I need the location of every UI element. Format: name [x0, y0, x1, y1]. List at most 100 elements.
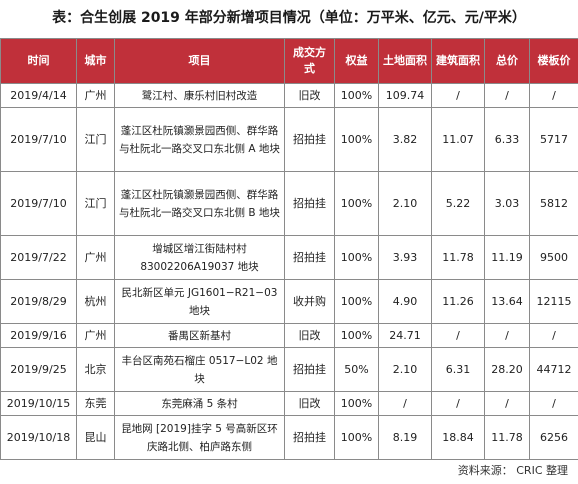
cell-equity: 100%	[334, 415, 379, 460]
cell-method: 旧改	[284, 83, 335, 108]
cell-land-area: /	[378, 391, 432, 416]
cell-floor-price: 5717	[529, 107, 578, 172]
cell-floor-area: /	[431, 323, 485, 348]
header-row: 时间 城市 项目 成交方式 权益 土地面积 建筑面积 总价 楼板价	[0, 38, 578, 84]
cell-floor-area: 5.22	[431, 171, 485, 236]
table-row: 2019/8/29 杭州 民北新区单元 JG1601−R21−03 地块 收并购…	[0, 279, 578, 324]
cell-date: 2019/7/10	[0, 107, 77, 172]
cell-total-price: 13.64	[484, 279, 530, 324]
cell-method: 收并购	[284, 279, 335, 324]
cell-equity: 100%	[334, 279, 379, 324]
cell-equity: 100%	[334, 171, 379, 236]
cell-date: 2019/4/14	[0, 83, 77, 108]
table-row: 2019/10/15 东莞 东莞麻涌 5 条村 旧改 100% / / / /	[0, 391, 578, 416]
table-row: 2019/4/14 广州 鹭江村、康乐村旧村改造 旧改 100% 109.74 …	[0, 83, 578, 108]
cell-equity: 100%	[334, 323, 379, 348]
cell-total-price: 11.78	[484, 415, 530, 460]
cell-method: 招拍挂	[284, 415, 335, 460]
cell-floor-area: 11.07	[431, 107, 485, 172]
cell-floor-price: 6256	[529, 415, 578, 460]
table-row: 2019/7/10 江门 蓬江区杜阮镇灏景园西侧、群华路与杜阮北一路交叉口东北侧…	[0, 107, 578, 172]
cell-total-price: 3.03	[484, 171, 530, 236]
cell-floor-price: /	[529, 323, 578, 348]
cell-date: 2019/9/25	[0, 347, 77, 392]
table-row: 2019/10/18 昆山 昆地网 [2019]挂字 5 号高新区环庆路北侧、柏…	[0, 415, 578, 460]
cell-total-price: /	[484, 391, 530, 416]
cell-project: 蓬江区杜阮镇灏景园西侧、群华路与杜阮北一路交叉口东北侧 A 地块	[114, 107, 285, 172]
col-header-land-area: 土地面积	[378, 38, 432, 84]
cell-total-price: /	[484, 83, 530, 108]
cell-project: 东莞麻涌 5 条村	[114, 391, 285, 416]
cell-method: 旧改	[284, 323, 335, 348]
cell-land-area: 8.19	[378, 415, 432, 460]
cell-floor-area: /	[431, 83, 485, 108]
cell-floor-price: 12115	[529, 279, 578, 324]
cell-project: 番禺区新基村	[114, 323, 285, 348]
cell-total-price: 11.19	[484, 235, 530, 280]
col-header-city: 城市	[76, 38, 115, 84]
table-title: 表：合生创展 2019 年部分新增项目情况（单位：万平米、亿元、元/平米）	[52, 10, 526, 26]
col-header-floor-price: 楼板价	[529, 38, 578, 84]
cell-method: 招拍挂	[284, 171, 335, 236]
cell-project: 昆地网 [2019]挂字 5 号高新区环庆路北侧、柏庐路东侧	[114, 415, 285, 460]
cell-project: 增城区增江街陆村村 83002206A19037 地块	[114, 235, 285, 280]
cell-method: 旧改	[284, 391, 335, 416]
col-header-method: 成交方式	[284, 38, 335, 84]
col-header-equity: 权益	[334, 38, 379, 84]
cell-floor-area: 11.26	[431, 279, 485, 324]
cell-land-area: 24.71	[378, 323, 432, 348]
cell-floor-price: /	[529, 83, 578, 108]
cell-method: 招拍挂	[284, 107, 335, 172]
cell-floor-price: 5812	[529, 171, 578, 236]
cell-city: 广州	[76, 83, 115, 108]
cell-city: 广州	[76, 323, 115, 348]
cell-method: 招拍挂	[284, 347, 335, 392]
cell-date: 2019/7/10	[0, 171, 77, 236]
cell-date: 2019/10/15	[0, 391, 77, 416]
cell-floor-price: /	[529, 391, 578, 416]
cell-equity: 100%	[334, 235, 379, 280]
cell-city: 江门	[76, 171, 115, 236]
cell-project: 蓬江区杜阮镇灏景园西侧、群华路与杜阮北一路交叉口东北侧 B 地块	[114, 171, 285, 236]
cell-project: 丰台区南苑石榴庄 0517−L02 地块	[114, 347, 285, 392]
cell-total-price: /	[484, 323, 530, 348]
table-row: 2019/7/22 广州 增城区增江街陆村村 83002206A19037 地块…	[0, 235, 578, 280]
cell-equity: 100%	[334, 391, 379, 416]
cell-land-area: 109.74	[378, 83, 432, 108]
cell-floor-area: 11.78	[431, 235, 485, 280]
cell-project: 民北新区单元 JG1601−R21−03 地块	[114, 279, 285, 324]
col-header-total-price: 总价	[484, 38, 530, 84]
table-row: 2019/9/16 广州 番禺区新基村 旧改 100% 24.71 / / /	[0, 323, 578, 348]
cell-land-area: 4.90	[378, 279, 432, 324]
source-note: 资料来源： CRIC 整理	[457, 464, 568, 477]
cell-project: 鹭江村、康乐村旧村改造	[114, 83, 285, 108]
cell-date: 2019/9/16	[0, 323, 77, 348]
cell-floor-price: 44712	[529, 347, 578, 392]
cell-land-area: 2.10	[378, 171, 432, 236]
cell-equity: 50%	[334, 347, 379, 392]
cell-floor-price: 9500	[529, 235, 578, 280]
cell-date: 2019/8/29	[0, 279, 77, 324]
table-row: 2019/9/25 北京 丰台区南苑石榴庄 0517−L02 地块 招拍挂 50…	[0, 347, 578, 392]
cell-date: 2019/10/18	[0, 415, 77, 460]
cell-land-area: 2.10	[378, 347, 432, 392]
new-projects-table: 时间 城市 项目 成交方式 权益 土地面积 建筑面积 总价 楼板价 2019/4…	[0, 38, 578, 460]
cell-city: 江门	[76, 107, 115, 172]
cell-land-area: 3.93	[378, 235, 432, 280]
cell-floor-area: 18.84	[431, 415, 485, 460]
cell-land-area: 3.82	[378, 107, 432, 172]
cell-equity: 100%	[334, 83, 379, 108]
cell-total-price: 28.20	[484, 347, 530, 392]
cell-city: 东莞	[76, 391, 115, 416]
cell-floor-area: 6.31	[431, 347, 485, 392]
cell-city: 昆山	[76, 415, 115, 460]
cell-total-price: 6.33	[484, 107, 530, 172]
col-header-date: 时间	[0, 38, 77, 84]
cell-equity: 100%	[334, 107, 379, 172]
cell-date: 2019/7/22	[0, 235, 77, 280]
cell-city: 北京	[76, 347, 115, 392]
cell-city: 广州	[76, 235, 115, 280]
cell-city: 杭州	[76, 279, 115, 324]
col-header-floor-area: 建筑面积	[431, 38, 485, 84]
cell-method: 招拍挂	[284, 235, 335, 280]
